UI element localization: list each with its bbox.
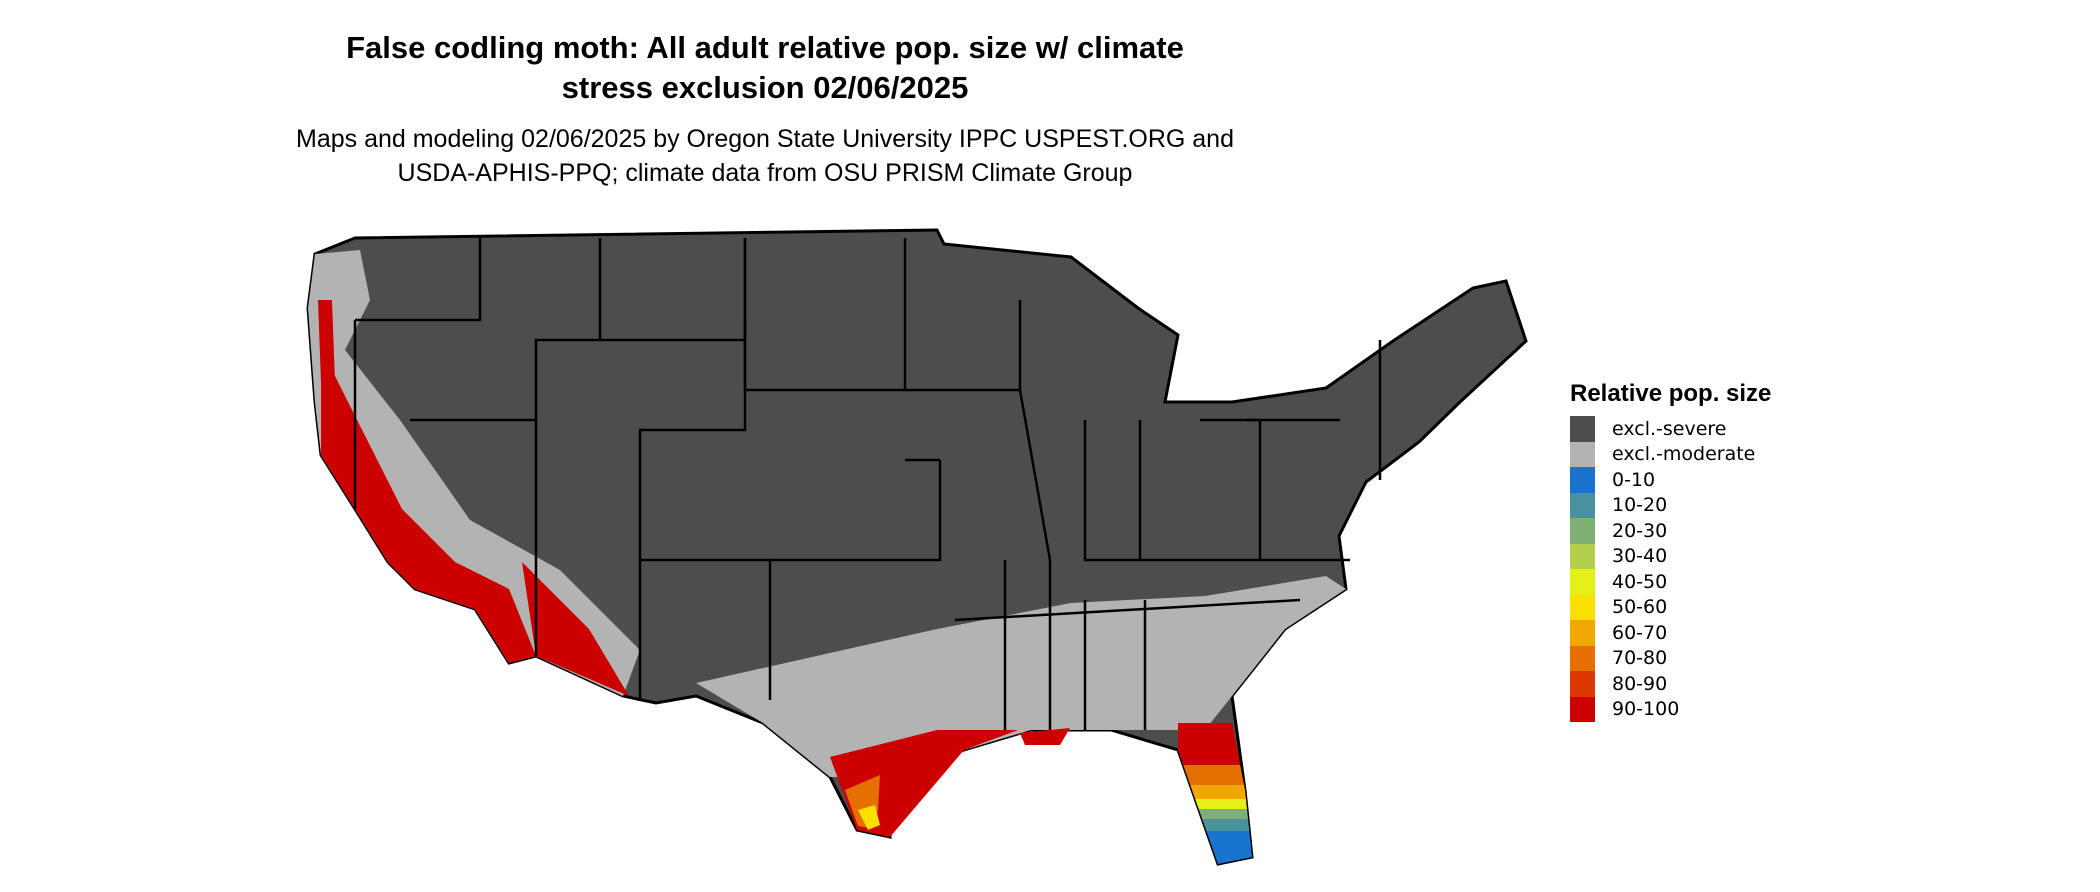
florida-gradient <box>1178 723 1252 864</box>
legend-label: 60-70 <box>1612 621 1668 644</box>
map-subtitle-line-1: Maps and modeling 02/06/2025 by Oregon S… <box>296 125 1234 153</box>
legend-label: 30-40 <box>1612 545 1668 568</box>
legend-swatch <box>1570 518 1595 544</box>
legend-swatch <box>1570 696 1595 722</box>
legend-swatch <box>1570 594 1595 620</box>
legend-label: 70-80 <box>1612 647 1668 670</box>
legend-swatch <box>1570 645 1595 671</box>
legend-item: 40-50 <box>1570 569 1771 595</box>
legend-label: 40-50 <box>1612 570 1668 593</box>
arizona-high-pop-region <box>522 562 629 696</box>
pacific-nw-coast-region <box>318 300 336 410</box>
legend-items: excl.-severe excl.-moderate 0-10 10-20 20-30… <box>1570 416 1771 722</box>
legend-swatch <box>1570 671 1595 697</box>
legend-item: 30-40 <box>1570 543 1771 569</box>
legend-label: 90-100 <box>1612 698 1680 721</box>
legend-item: 90-100 <box>1570 696 1771 722</box>
legend-label: 80-90 <box>1612 672 1668 695</box>
west-coast-excl-moderate <box>308 250 640 696</box>
legend-item: 20-30 <box>1570 518 1771 544</box>
legend-item: excl.-severe <box>1570 416 1771 442</box>
legend-swatch <box>1570 620 1595 646</box>
state-borders <box>353 238 1382 730</box>
legend-swatch <box>1570 441 1595 467</box>
legend-item: 0-10 <box>1570 467 1771 493</box>
legend-swatch <box>1570 416 1595 442</box>
legend-label: 20-30 <box>1612 519 1668 542</box>
map-title-line-2: stress exclusion 02/06/2025 <box>561 70 969 105</box>
legend-item: 10-20 <box>1570 492 1771 518</box>
texas-coast-low-region <box>858 805 880 830</box>
legend-swatch <box>1570 467 1595 493</box>
legend-label: 10-20 <box>1612 494 1668 517</box>
legend-item: 80-90 <box>1570 671 1771 697</box>
map-subtitle-line-2: USDA-APHIS-PPQ; climate data from OSU PR… <box>397 159 1133 187</box>
legend-label: excl.-severe <box>1612 417 1727 440</box>
legend-item: 60-70 <box>1570 620 1771 646</box>
legend-item: 70-80 <box>1570 645 1771 671</box>
legend-label: 50-60 <box>1612 596 1668 619</box>
legend: Relative pop. size excl.-severe excl.-mod… <box>1570 380 1771 722</box>
legend-label: excl.-moderate <box>1612 443 1756 466</box>
legend-title: Relative pop. size <box>1570 380 1772 407</box>
map-title-line-1: False codling moth: All adult relative p… <box>346 30 1184 65</box>
gulf-coast-region <box>1020 728 1070 745</box>
legend-swatch <box>1570 492 1595 518</box>
legend-swatch <box>1570 543 1595 569</box>
legend-swatch <box>1570 569 1595 595</box>
california-high-pop-region <box>321 348 536 663</box>
legend-item: 50-60 <box>1570 594 1771 620</box>
legend-item: excl.-moderate <box>1570 441 1771 467</box>
legend-label: 0-10 <box>1612 468 1656 491</box>
